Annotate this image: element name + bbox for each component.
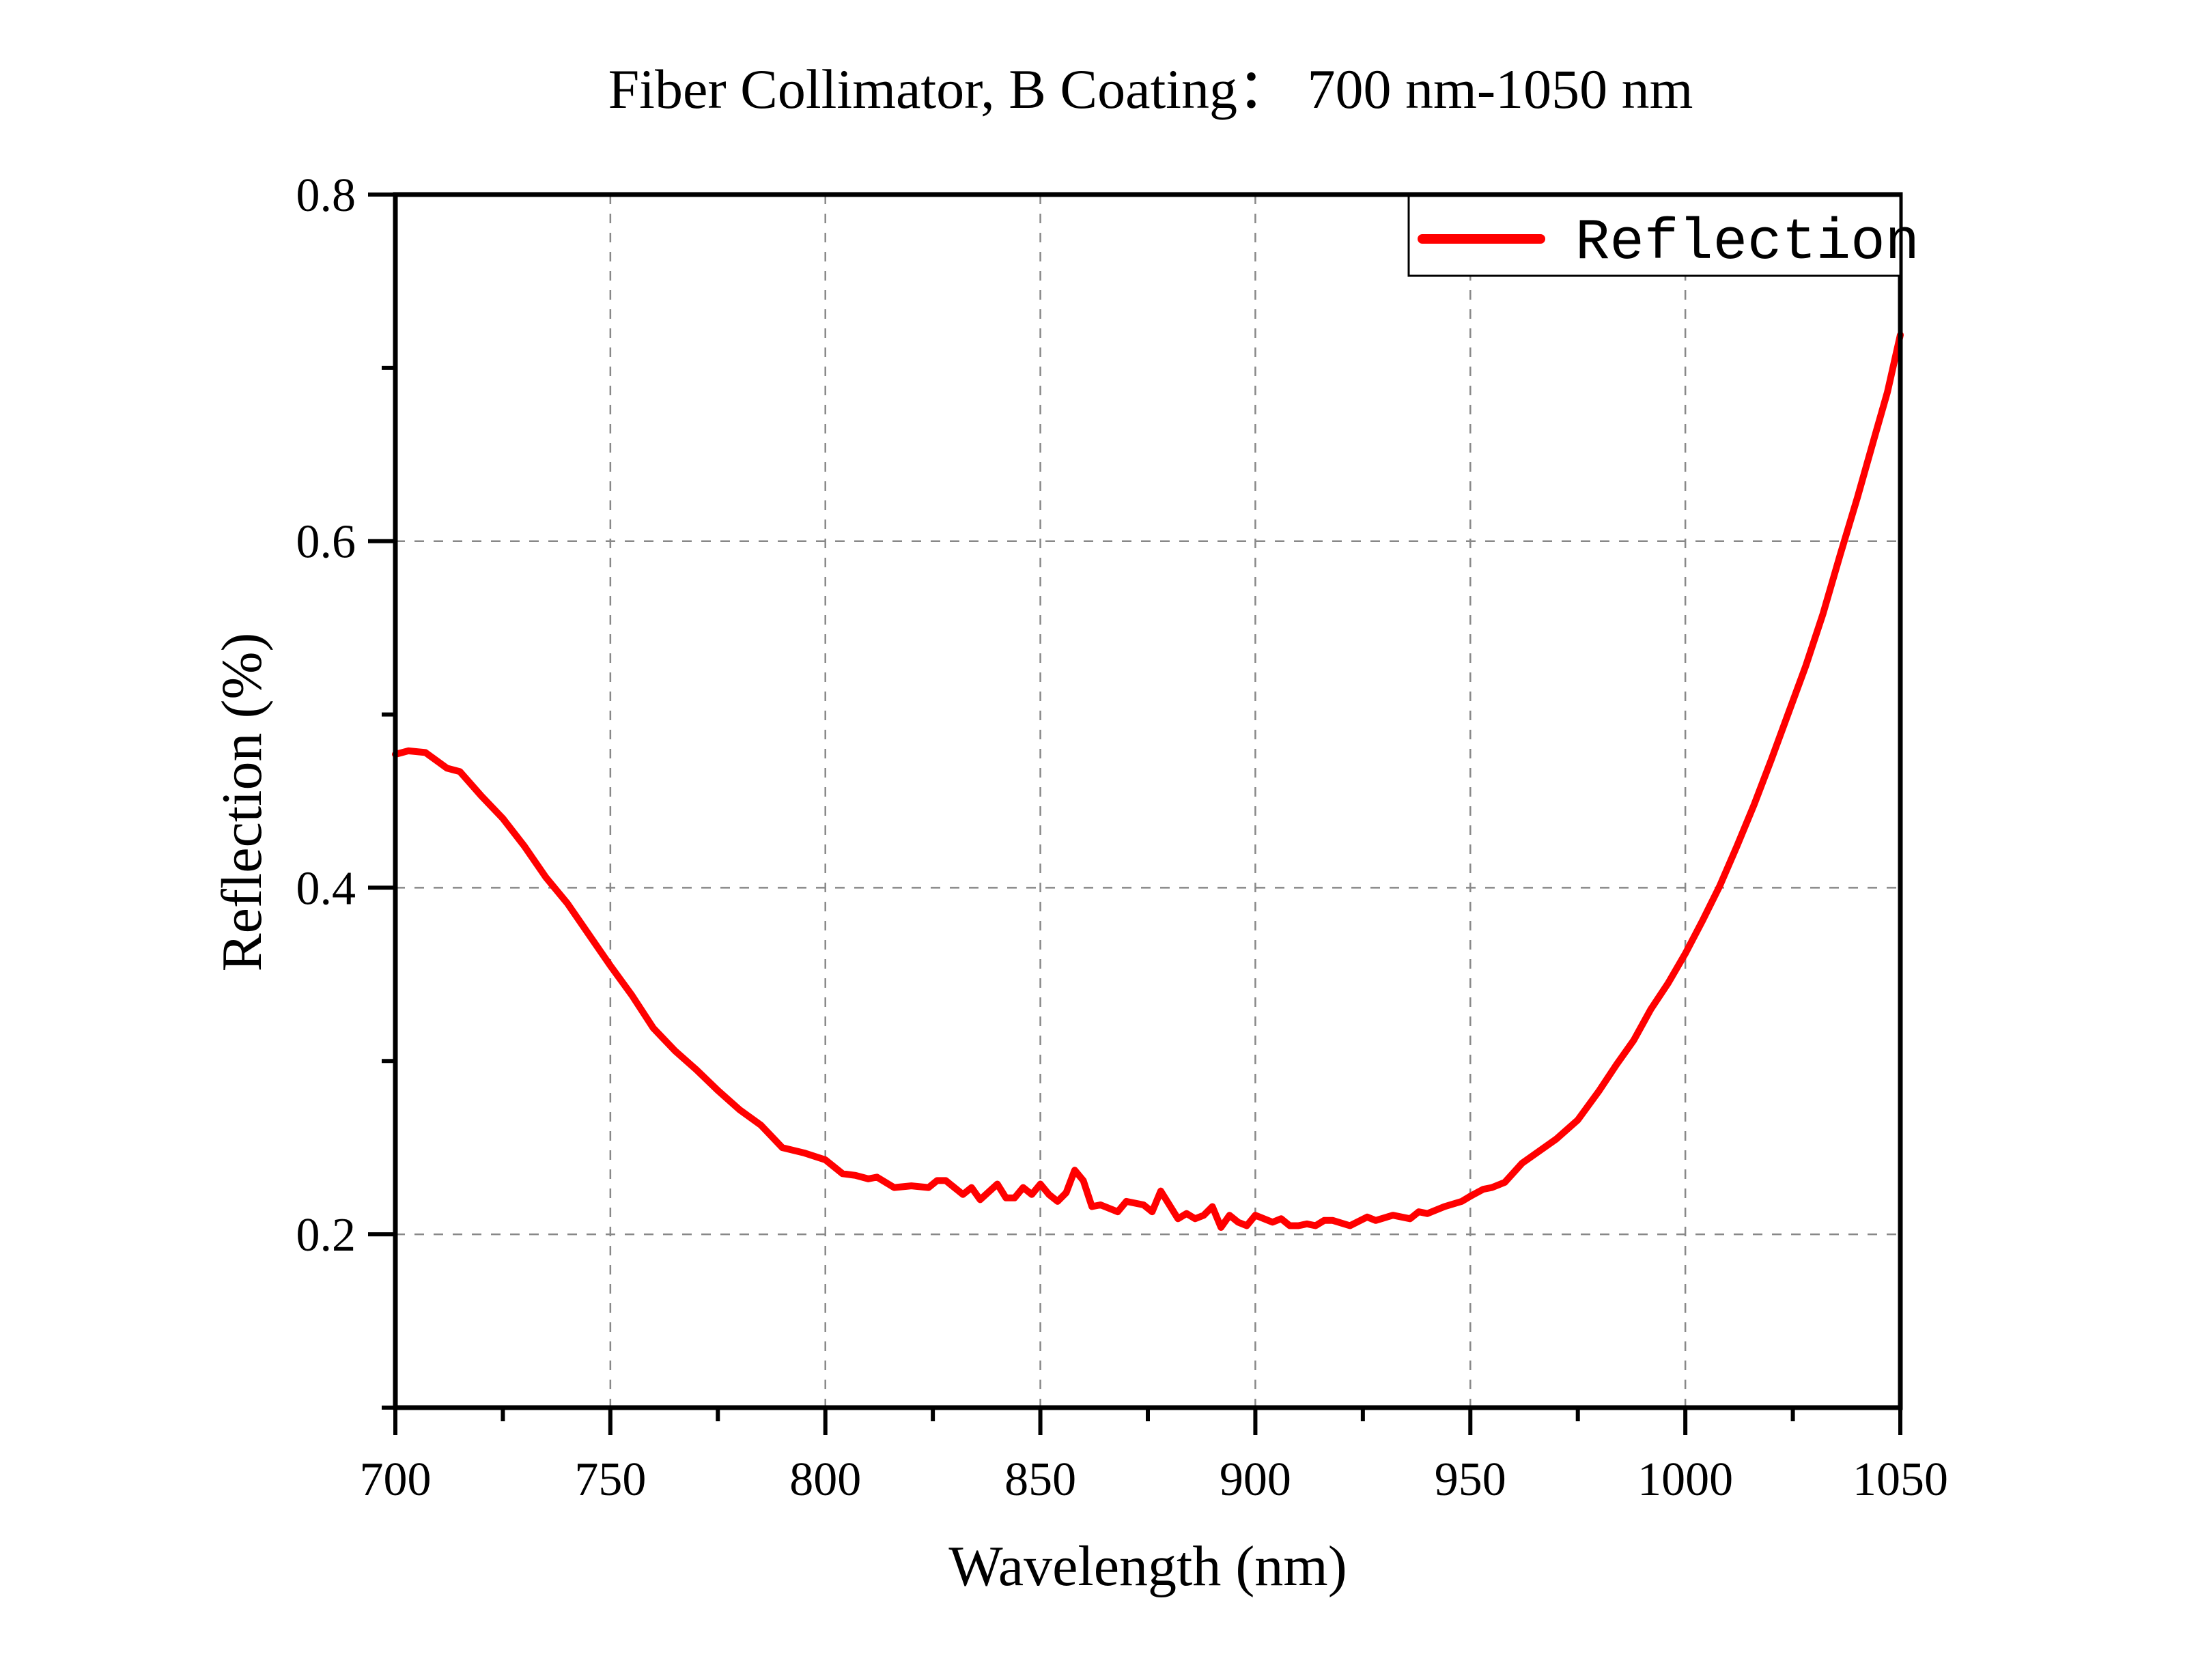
y-axis-title: Reflection (%) — [210, 633, 274, 972]
tick-labels: 700 750 800 850 900 950 1000 1050 0.2 0.4 0.6 0.8 — [296, 169, 1949, 1506]
legend: Reflection — [1407, 195, 1919, 277]
x-axis-title: Wavelength (nm) — [948, 1535, 1347, 1598]
legend-label-reflection: Reflection — [1575, 211, 1919, 276]
chart-title: Fiber Collimator, B Coating： 700 nm-1050… — [608, 58, 1693, 120]
x-tick-label: 750 — [574, 1453, 646, 1506]
x-tick-label: 800 — [789, 1453, 861, 1506]
y-tick-label: 0.8 — [296, 169, 356, 222]
series-layer — [392, 331, 1904, 1231]
grid-lines — [395, 195, 1900, 1408]
x-tick-label: 1000 — [1637, 1453, 1733, 1506]
x-tick-label: 900 — [1220, 1453, 1291, 1506]
ticks — [368, 193, 1902, 1435]
x-tick-label: 950 — [1435, 1453, 1506, 1506]
y-tick-label: 0.2 — [296, 1209, 356, 1262]
x-tick-label: 1050 — [1853, 1453, 1948, 1506]
x-tick-label: 850 — [1004, 1453, 1076, 1506]
x-tick-label: 700 — [360, 1453, 432, 1506]
y-tick-label: 0.6 — [296, 516, 356, 569]
series-line-reflection — [392, 331, 1904, 1231]
y-tick-label: 0.4 — [296, 862, 356, 915]
